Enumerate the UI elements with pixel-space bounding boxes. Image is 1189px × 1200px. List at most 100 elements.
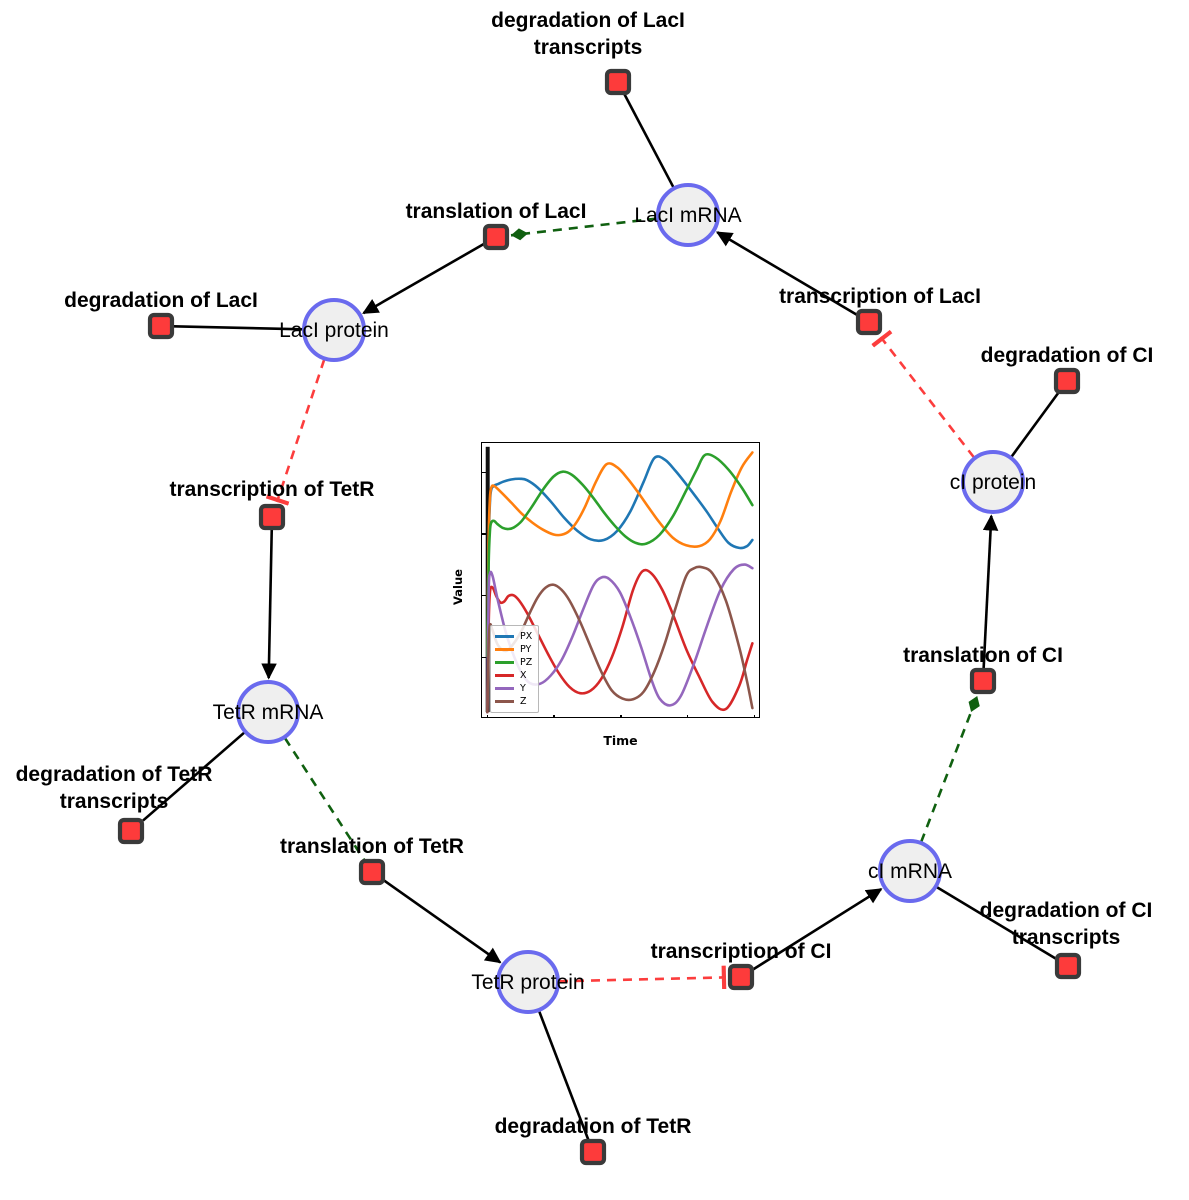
chart-x-tick-mark	[553, 715, 555, 717]
chart-legend-label: Z	[520, 695, 527, 707]
transition-node[interactable]	[727, 963, 755, 991]
edge-production	[537, 1010, 590, 1141]
chart-legend-item: Y	[495, 682, 532, 695]
edge-production	[752, 887, 883, 971]
place-label: TetR mRNA	[213, 701, 324, 724]
edge-production	[623, 93, 675, 189]
transition-label: transcripts	[60, 790, 169, 813]
chart-y-axis-label: Value	[450, 569, 465, 605]
transition-node[interactable]	[147, 312, 175, 340]
transition-label: degradation of TetR	[16, 763, 213, 786]
transition-square	[117, 817, 145, 845]
transition-square	[1053, 367, 1081, 395]
transition-label: degradation of TetR	[495, 1115, 692, 1138]
transition-node[interactable]	[604, 68, 632, 96]
transition-node[interactable]	[969, 667, 997, 695]
edge-catalysis	[283, 737, 366, 861]
edge-production	[362, 242, 485, 315]
transition-square	[604, 68, 632, 96]
chart-legend-label: Y	[520, 682, 526, 694]
chart-legend-item: PX	[495, 630, 532, 643]
transition-square	[1054, 952, 1082, 980]
chart-legend-item: PY	[495, 643, 532, 656]
edge-production	[142, 731, 246, 822]
edge-production	[383, 879, 502, 964]
transition-label: degradation of LacI	[64, 289, 258, 312]
chart-legend-label: PY	[520, 643, 532, 655]
place-node[interactable]	[496, 950, 560, 1014]
place-node[interactable]	[878, 839, 942, 903]
transition-square	[727, 963, 755, 991]
transition-node[interactable]	[258, 503, 286, 531]
transition-node[interactable]	[482, 223, 510, 251]
edge-catalysis	[510, 217, 658, 241]
edge-production	[261, 528, 277, 680]
transition-square	[258, 503, 286, 531]
chart-x-tick-mark	[686, 715, 689, 717]
transition-node[interactable]	[1053, 367, 1081, 395]
place-node[interactable]	[656, 183, 720, 247]
chart-legend-label: X	[520, 669, 527, 681]
chart-y-tick-mark	[482, 656, 486, 659]
node-layer	[117, 68, 1082, 1166]
chart-series-px	[486, 455, 754, 658]
chart-legend-label: PZ	[520, 656, 533, 668]
chart-legend-swatch	[495, 648, 514, 651]
chart-legend-swatch	[495, 635, 514, 638]
edge-production	[1010, 392, 1060, 458]
chart-y-tick-mark	[482, 533, 486, 535]
chart-series-pz	[486, 452, 754, 658]
transition-label: degradation of CI	[981, 344, 1154, 367]
place-label: LacI mRNA	[634, 204, 741, 227]
transition-node[interactable]	[855, 308, 883, 336]
edge-production	[935, 885, 1057, 960]
transition-label: transcription of CI	[651, 940, 832, 963]
chart-x-tick-mark	[486, 715, 489, 717]
transition-label: transcription of LacI	[779, 285, 981, 308]
transition-square	[482, 223, 510, 251]
chart-legend: PX PY PZ X Y Z	[490, 625, 540, 713]
chart-legend-swatch	[495, 700, 514, 703]
transition-node[interactable]	[358, 858, 386, 886]
transition-square	[855, 308, 883, 336]
transition-square	[579, 1138, 607, 1166]
place-label: TetR protein	[471, 971, 584, 994]
chart-y-tick-mark	[482, 471, 486, 474]
chart-legend-label: PX	[520, 630, 533, 642]
transition-label: translation of LacI	[406, 200, 587, 223]
transition-square	[147, 312, 175, 340]
chart-x-axis-label: Time	[603, 733, 638, 748]
edge-production	[982, 514, 999, 670]
chart-legend-swatch	[495, 674, 514, 677]
edge-production	[715, 231, 858, 317]
place-node[interactable]	[302, 298, 366, 362]
chart-legend-item: PZ	[495, 656, 532, 669]
edge-inhibition	[871, 329, 976, 459]
chart-x-tick-mark	[620, 715, 622, 717]
chart-legend-item: Z	[495, 695, 532, 708]
edge-catalysis	[919, 695, 980, 843]
transition-node[interactable]	[1054, 952, 1082, 980]
transition-label: degradation of LacI	[491, 9, 685, 32]
place-label: cI protein	[950, 471, 1036, 494]
place-label: LacI protein	[279, 319, 389, 342]
chart-series-y	[486, 563, 754, 714]
transition-square	[358, 858, 386, 886]
transition-label: degradation of CI	[980, 899, 1153, 922]
place-node[interactable]	[961, 450, 1025, 514]
transition-node[interactable]	[579, 1138, 607, 1166]
transition-node[interactable]	[117, 817, 145, 845]
place-node[interactable]	[236, 680, 300, 744]
chart-legend-swatch	[495, 687, 514, 690]
transition-label: translation of CI	[903, 644, 1063, 667]
edge-production	[172, 324, 304, 331]
transition-label: translation of TetR	[280, 835, 464, 858]
transition-label: transcripts	[534, 36, 643, 59]
chart-series-py	[486, 451, 754, 658]
chart-legend-swatch	[495, 661, 514, 664]
chart-legend-item: X	[495, 669, 532, 682]
label-layer: LacI mRNA LacI protein cI protein TetR mRNA…	[16, 9, 1154, 1138]
